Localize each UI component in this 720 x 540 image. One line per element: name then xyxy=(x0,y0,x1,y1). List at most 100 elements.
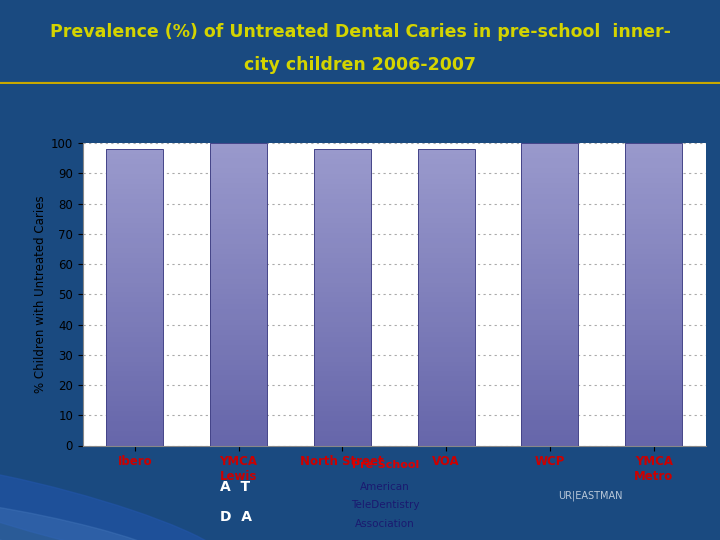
Bar xyxy=(210,294,267,299)
Bar xyxy=(521,325,578,329)
Bar xyxy=(210,320,267,325)
Bar xyxy=(521,375,578,380)
Bar xyxy=(418,184,474,188)
Bar xyxy=(521,380,578,385)
Bar xyxy=(314,376,371,381)
Bar xyxy=(521,289,578,294)
Bar xyxy=(625,249,683,254)
Bar xyxy=(521,410,578,415)
Bar xyxy=(314,312,371,317)
Bar xyxy=(106,174,163,179)
Bar xyxy=(625,420,683,426)
Bar xyxy=(314,298,371,302)
Bar xyxy=(521,365,578,370)
Bar xyxy=(106,441,163,446)
Bar xyxy=(314,421,371,426)
Bar xyxy=(625,395,683,400)
Bar xyxy=(210,335,267,340)
Bar xyxy=(106,149,163,154)
Bar xyxy=(106,347,163,352)
Bar xyxy=(210,158,267,163)
Bar xyxy=(625,208,683,214)
Bar xyxy=(210,400,267,405)
Bar xyxy=(521,390,578,395)
Bar xyxy=(210,259,267,264)
Bar xyxy=(210,178,267,184)
Bar xyxy=(418,426,474,431)
Bar xyxy=(210,390,267,395)
Bar xyxy=(106,367,163,372)
Bar xyxy=(210,214,267,219)
Bar xyxy=(521,435,578,441)
Bar xyxy=(314,263,371,268)
Bar xyxy=(521,184,578,188)
Text: Pre-School: Pre-School xyxy=(351,460,419,470)
Bar xyxy=(521,370,578,375)
Bar xyxy=(418,164,474,169)
Bar xyxy=(210,148,267,153)
Bar xyxy=(210,405,267,410)
Bar xyxy=(106,154,163,159)
Bar xyxy=(314,268,371,273)
Bar xyxy=(418,238,474,243)
Bar xyxy=(314,347,371,352)
Bar xyxy=(314,154,371,159)
Bar xyxy=(314,273,371,278)
Bar xyxy=(106,406,163,411)
Bar xyxy=(625,168,683,173)
Bar xyxy=(625,219,683,224)
Bar xyxy=(521,335,578,340)
Bar xyxy=(314,199,371,204)
Bar xyxy=(106,164,163,169)
Bar xyxy=(521,305,578,309)
Bar xyxy=(418,268,474,273)
Bar xyxy=(106,204,163,208)
Bar xyxy=(314,204,371,208)
Bar xyxy=(521,395,578,400)
Bar xyxy=(521,224,578,229)
Bar xyxy=(106,362,163,367)
Bar xyxy=(314,169,371,174)
Bar xyxy=(106,416,163,421)
Bar xyxy=(314,228,371,233)
Bar xyxy=(314,292,371,298)
Text: Prevalence (%) of Untreated Dental Caries in pre-school  inner-: Prevalence (%) of Untreated Dental Carie… xyxy=(50,23,670,41)
Bar xyxy=(314,317,371,322)
Bar xyxy=(418,243,474,248)
Bar xyxy=(210,305,267,309)
Bar xyxy=(106,327,163,332)
Bar xyxy=(521,274,578,279)
Bar xyxy=(314,164,371,169)
Bar xyxy=(314,327,371,332)
Bar xyxy=(418,233,474,238)
Bar xyxy=(625,375,683,380)
Bar xyxy=(418,174,474,179)
Bar xyxy=(418,282,474,287)
Bar xyxy=(106,307,163,312)
Bar xyxy=(106,263,163,268)
Bar xyxy=(314,436,371,441)
Bar xyxy=(314,188,371,194)
Bar xyxy=(106,356,163,362)
Bar xyxy=(418,396,474,401)
Bar xyxy=(210,249,267,254)
Bar xyxy=(625,350,683,355)
Bar xyxy=(521,320,578,325)
Bar xyxy=(210,188,267,193)
Bar xyxy=(210,264,267,269)
Bar xyxy=(625,148,683,153)
Bar xyxy=(625,239,683,244)
Bar xyxy=(210,420,267,426)
Bar xyxy=(314,179,371,184)
Bar xyxy=(106,298,163,302)
Bar xyxy=(418,411,474,416)
Bar xyxy=(210,375,267,380)
Bar xyxy=(210,168,267,173)
Bar xyxy=(625,259,683,264)
Bar xyxy=(418,199,474,204)
Bar xyxy=(625,224,683,229)
Bar xyxy=(521,345,578,350)
Bar xyxy=(210,184,267,188)
Bar xyxy=(210,234,267,239)
Bar xyxy=(106,426,163,431)
